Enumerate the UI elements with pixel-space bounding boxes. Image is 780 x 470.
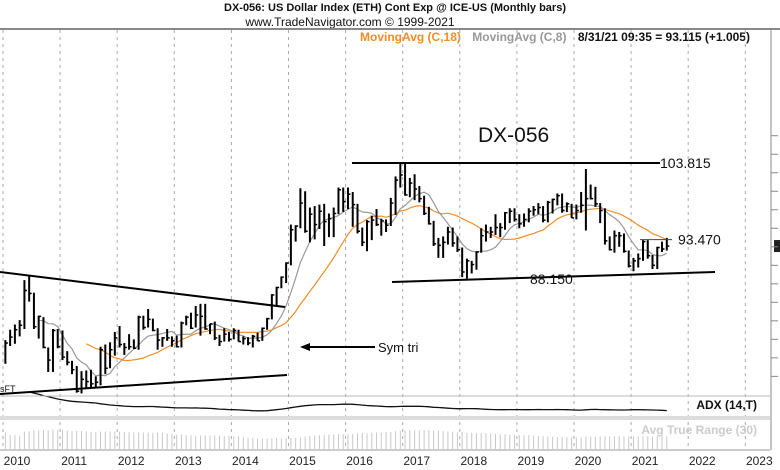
pattern-label: Sym tri [378,340,419,355]
legend-ma-18: MovingAvg (C,18) [360,30,461,44]
x-axis-labels: 2010 2011 2012 2013 2014 2015 2016 2017 2018 2019… [4,454,773,468]
x-tick-label: 2014 [232,454,259,468]
resistance-label: 103.815 [660,155,711,171]
chart-title: DX-056: US Dollar Index (ETH) Cont Exp @… [224,2,566,14]
legend: MovingAvg (C,18) MovingAvg (C,8) 8/31/21… [360,30,750,44]
current-level-label: 93.470 [678,232,721,248]
support-trendline [391,271,716,283]
x-tick-label: 2021 [632,454,659,468]
legend-last-quote: 8/31/21 09:35 = 93.115 (+1.005) [577,30,750,44]
arrow-head-icon [300,343,310,351]
price-bars [4,163,670,394]
x-tick-label: 2011 [61,454,87,468]
grid [2,30,746,450]
chart-source: www.TradeNavigator.com © 1999-2021 [245,15,455,29]
corner-text: sFT [0,384,16,394]
triangle-upper-line [0,271,286,308]
atr-histogram [4,429,668,449]
x-tick-label: 2019 [518,454,545,468]
indicator-panels: ADX (14,T) Avg True Range (30) [0,395,770,451]
adx-polyline [29,391,667,412]
x-tick-label: 2023 [746,454,773,468]
adx-line [29,391,667,412]
x-tick-label: 2017 [403,454,430,468]
annotations: DX-056 103.815 88.150 93.470 Sym tri sFT [0,124,721,395]
x-tick-label: 2018 [460,454,487,468]
atr-label: Avg True Range (30) [641,423,757,437]
x-tick-label: 2016 [346,454,373,468]
x-tick-label: 2010 [4,454,31,468]
x-tick-label: 2012 [118,454,145,468]
support-label: 88.150 [530,271,573,287]
x-tick-label: 2022 [689,454,716,468]
x-tick-label: 2015 [289,454,316,468]
symbol-annotation: DX-056 [478,124,549,147]
adx-label: ADX (14,T) [696,398,757,412]
triangle-lower-line [0,374,288,395]
price-axis [770,30,780,450]
x-tick-label: 2013 [175,454,202,468]
x-tick-label: 2020 [575,454,602,468]
moving-average-line [86,204,668,362]
legend-ma-8: MovingAvg (C,8) [472,30,567,44]
last-price-marker [774,240,780,253]
